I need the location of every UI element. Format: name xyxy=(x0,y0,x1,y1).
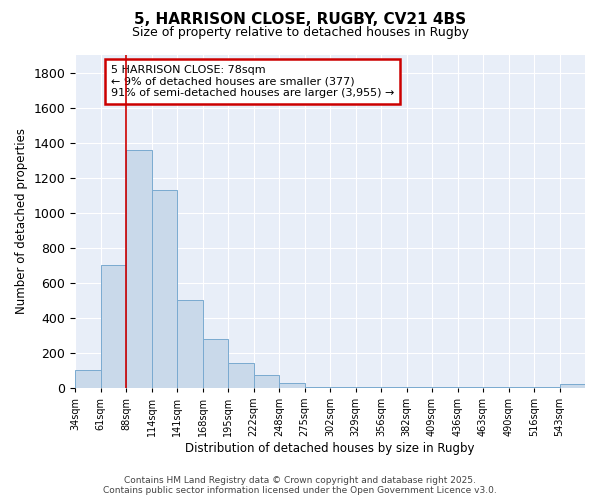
Bar xyxy=(177,300,203,388)
Bar xyxy=(534,387,560,388)
Bar xyxy=(483,387,509,388)
Bar xyxy=(432,387,458,388)
Bar xyxy=(458,387,483,388)
X-axis label: Distribution of detached houses by size in Rugby: Distribution of detached houses by size … xyxy=(185,442,475,455)
Bar xyxy=(152,190,177,388)
Bar xyxy=(126,150,152,388)
Bar xyxy=(101,266,126,388)
Text: Size of property relative to detached houses in Rugby: Size of property relative to detached ho… xyxy=(131,26,469,39)
Bar xyxy=(381,387,407,388)
Y-axis label: Number of detached properties: Number of detached properties xyxy=(15,128,28,314)
Bar xyxy=(330,387,356,388)
Text: 5, HARRISON CLOSE, RUGBY, CV21 4BS: 5, HARRISON CLOSE, RUGBY, CV21 4BS xyxy=(134,12,466,28)
Bar xyxy=(509,387,534,388)
Bar xyxy=(305,387,330,388)
Bar xyxy=(203,339,228,388)
Bar xyxy=(75,370,101,388)
Bar xyxy=(279,382,305,388)
Text: 5 HARRISON CLOSE: 78sqm
← 9% of detached houses are smaller (377)
91% of semi-de: 5 HARRISON CLOSE: 78sqm ← 9% of detached… xyxy=(111,65,394,98)
Bar xyxy=(407,387,432,388)
Bar xyxy=(228,362,254,388)
Bar xyxy=(356,387,381,388)
Bar xyxy=(254,375,279,388)
Text: Contains HM Land Registry data © Crown copyright and database right 2025.
Contai: Contains HM Land Registry data © Crown c… xyxy=(103,476,497,495)
Bar xyxy=(560,384,585,388)
